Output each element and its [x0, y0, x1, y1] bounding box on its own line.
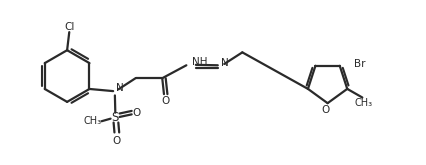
Text: NH: NH	[191, 57, 207, 67]
Text: O: O	[132, 108, 141, 118]
Text: S: S	[111, 111, 119, 124]
Text: Br: Br	[353, 59, 364, 69]
Text: O: O	[161, 96, 169, 106]
Text: N: N	[116, 83, 124, 93]
Text: O: O	[321, 105, 329, 115]
Text: CH₃: CH₃	[83, 116, 102, 126]
Text: N: N	[221, 58, 228, 68]
Text: Cl: Cl	[64, 21, 74, 32]
Text: CH₃: CH₃	[354, 98, 372, 108]
Text: O: O	[112, 136, 120, 147]
